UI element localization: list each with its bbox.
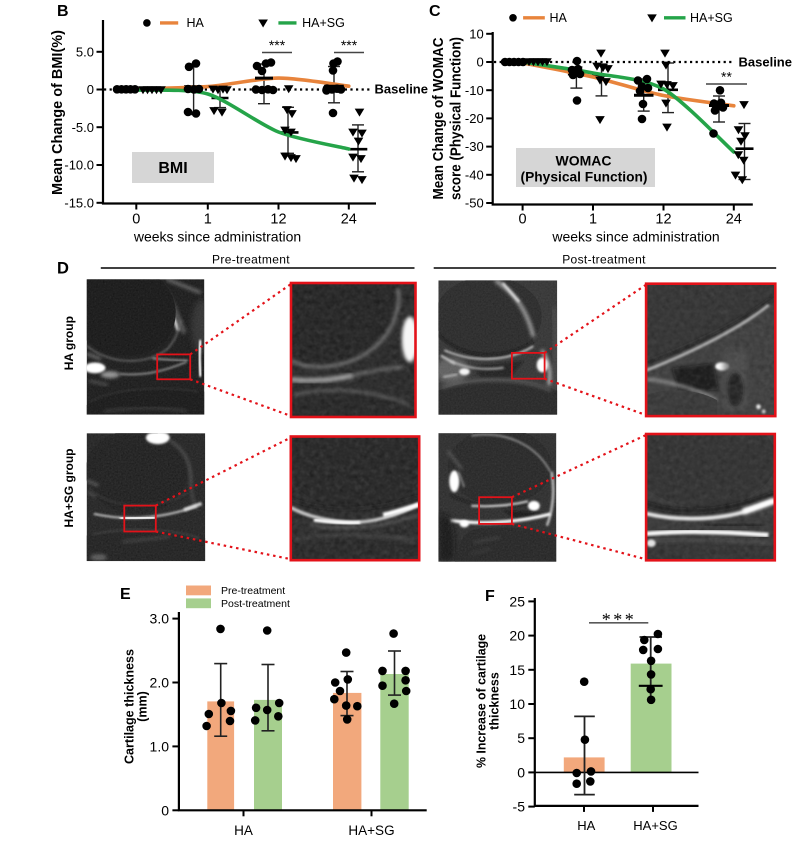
svg-text:score (Physical Function): score (Physical Function): [448, 37, 465, 200]
svg-text:-20: -20: [465, 111, 484, 126]
svg-text:HA+SG: HA+SG: [348, 823, 394, 838]
svg-text:-50: -50: [465, 196, 484, 211]
svg-text:HA+SG: HA+SG: [633, 818, 677, 833]
svg-text:0: 0: [476, 55, 483, 70]
svg-text:Mean Change of BMI(%): Mean Change of BMI(%): [49, 30, 66, 195]
svg-text:0: 0: [161, 802, 169, 818]
svg-text:Cartilage thickness: Cartilage thickness: [123, 649, 137, 764]
svg-text:20: 20: [509, 628, 525, 644]
svg-text:HA: HA: [187, 16, 205, 30]
svg-text:1.0: 1.0: [150, 738, 170, 754]
svg-text:% Increase of cartilage: % Increase of cartilage: [475, 634, 489, 768]
svg-text:-5.0: -5.0: [72, 120, 94, 135]
svg-text:Pre-treatment: Pre-treatment: [221, 585, 285, 597]
svg-text:BMI: BMI: [158, 160, 187, 177]
svg-text:Post-treatment: Post-treatment: [562, 253, 646, 267]
svg-text:1: 1: [204, 212, 212, 228]
svg-text:HA: HA: [550, 11, 568, 25]
svg-text:-5: -5: [513, 799, 526, 815]
svg-text:25: 25: [509, 593, 525, 609]
svg-text:D: D: [57, 260, 69, 278]
svg-text:15: 15: [509, 662, 525, 678]
svg-text:HA+SG: HA+SG: [302, 16, 345, 30]
svg-text:10: 10: [469, 26, 483, 41]
svg-text:3.0: 3.0: [150, 611, 170, 627]
svg-text:0: 0: [132, 212, 140, 228]
svg-text:0: 0: [517, 764, 525, 780]
svg-text:12: 12: [655, 212, 671, 228]
svg-text:C: C: [429, 3, 441, 20]
svg-text:weeks since administration: weeks since administration: [133, 229, 301, 245]
svg-text:-30: -30: [465, 139, 484, 154]
svg-text:B: B: [57, 3, 69, 20]
svg-text:-10.0: -10.0: [64, 158, 94, 173]
svg-text:Baseline: Baseline: [375, 82, 428, 97]
svg-text:1: 1: [589, 212, 597, 228]
svg-text:HA+SG: HA+SG: [690, 11, 733, 25]
svg-text:***: ***: [341, 37, 358, 53]
svg-text:24: 24: [341, 212, 357, 228]
svg-text:10: 10: [509, 696, 525, 712]
svg-text:-10: -10: [465, 83, 484, 98]
svg-text:HA: HA: [234, 823, 253, 838]
svg-text:5.0: 5.0: [76, 44, 94, 59]
svg-text:24: 24: [726, 212, 742, 228]
svg-text:Post-treatment: Post-treatment: [221, 598, 290, 610]
svg-text:HA+SG group: HA+SG group: [62, 448, 76, 527]
svg-text:Pre-treatment: Pre-treatment: [212, 253, 290, 267]
svg-text:0: 0: [519, 212, 527, 228]
svg-text:WOMAC: WOMAC: [556, 153, 612, 169]
svg-text:12: 12: [270, 212, 286, 228]
svg-text:-15.0: -15.0: [64, 195, 94, 210]
svg-text:HA: HA: [577, 818, 595, 833]
svg-text:F: F: [485, 588, 495, 605]
svg-text:thickness: thickness: [488, 672, 502, 730]
svg-text:Baseline: Baseline: [739, 55, 792, 70]
svg-text:Mean Change of WOMAC: Mean Change of WOMAC: [430, 37, 447, 199]
svg-text:(mm): (mm): [136, 691, 150, 722]
svg-text:0: 0: [87, 82, 94, 97]
svg-text:weeks since administration: weeks since administration: [551, 229, 719, 245]
svg-text:2.0: 2.0: [150, 675, 170, 691]
svg-text:**: **: [721, 69, 732, 85]
svg-text:HA group: HA group: [62, 316, 76, 370]
svg-text:E: E: [120, 586, 131, 603]
svg-text:***: ***: [269, 37, 286, 53]
svg-text:***: ***: [602, 610, 637, 630]
svg-text:5: 5: [517, 730, 525, 746]
svg-text:-40: -40: [465, 167, 484, 182]
svg-text:(Physical Function): (Physical Function): [521, 169, 648, 185]
